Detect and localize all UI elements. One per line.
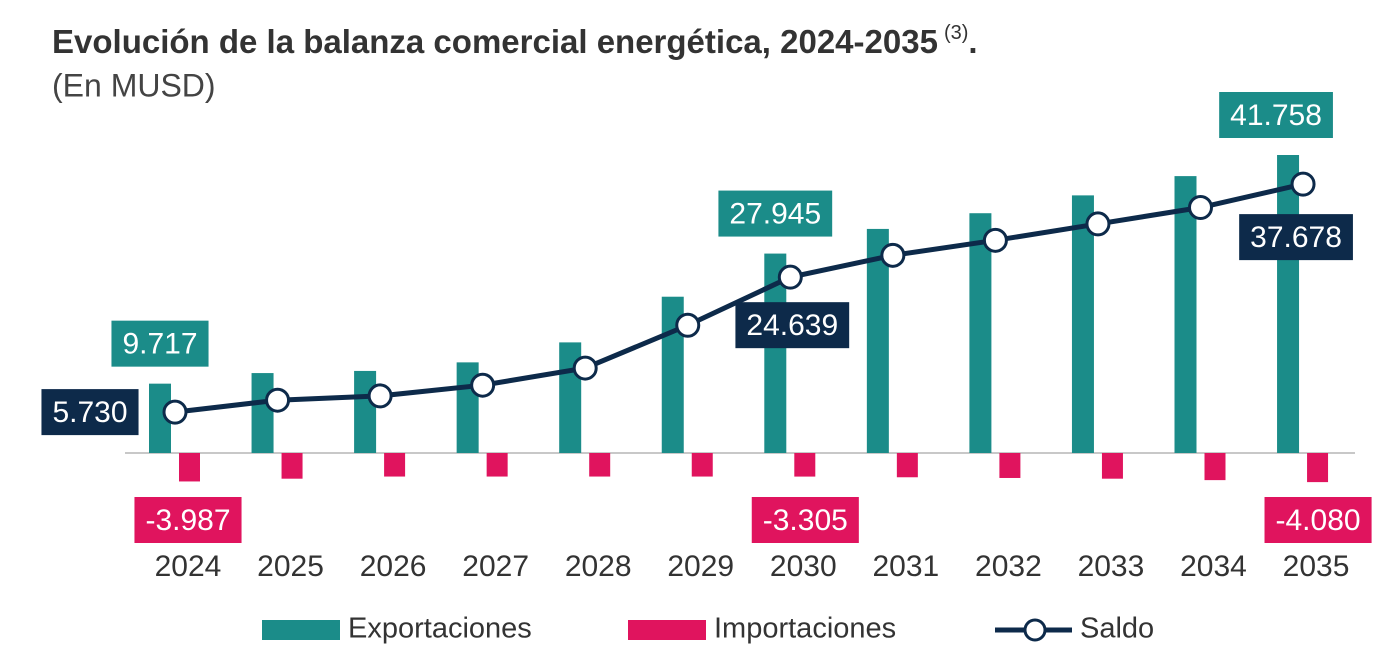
x-tick-label: 2035 xyxy=(1283,550,1350,583)
value-label: 27.945 xyxy=(718,190,833,237)
title-note: (3) xyxy=(944,22,968,44)
value-label: -3.305 xyxy=(751,497,859,543)
value-label-box xyxy=(1264,497,1372,543)
import-bar xyxy=(896,453,918,478)
chart-subtitle: (En MUSD) xyxy=(52,67,216,103)
value-label: -4.080 xyxy=(1264,497,1372,543)
value-label: 37.678 xyxy=(1239,214,1353,261)
import-bar xyxy=(794,453,816,477)
value-label-text: 37.678 xyxy=(1250,221,1342,254)
value-label-box xyxy=(718,190,833,237)
x-tick-label: 2028 xyxy=(565,550,632,583)
x-tick-label: 2026 xyxy=(360,550,427,583)
legend-label: Exportaciones xyxy=(348,613,532,645)
import-bar xyxy=(691,453,713,477)
value-label-box xyxy=(134,497,242,543)
export-bar xyxy=(1277,155,1300,453)
x-tick-label: 2025 xyxy=(257,550,324,583)
import-bar xyxy=(1204,453,1226,481)
saldo-point xyxy=(777,264,803,290)
x-tick-label: 2031 xyxy=(872,550,939,583)
value-label-text: 24.639 xyxy=(746,309,838,342)
import-bar xyxy=(999,453,1021,478)
value-label-text: 5.730 xyxy=(52,396,127,429)
chart-title: Evolución de la balanza comercial energé… xyxy=(52,22,978,59)
legend-swatch xyxy=(1023,618,1047,642)
saldo-point xyxy=(982,227,1008,253)
saldo-point xyxy=(675,312,701,338)
export-bar xyxy=(969,213,992,453)
value-label-box xyxy=(735,302,850,349)
value-label-text: -4.080 xyxy=(1276,504,1361,537)
import-bar xyxy=(1307,453,1329,483)
title-end: . xyxy=(968,23,977,60)
legend-swatch xyxy=(262,620,340,640)
value-label: 9.717 xyxy=(111,320,209,367)
import-bar xyxy=(384,453,406,477)
saldo-point xyxy=(162,399,188,425)
x-tick-label: 2034 xyxy=(1180,550,1247,583)
export-bar xyxy=(354,370,377,453)
value-label: 41.758 xyxy=(1219,92,1333,138)
export-bar xyxy=(1174,176,1197,453)
legend-label: Importaciones xyxy=(714,613,896,645)
saldo-point xyxy=(880,242,906,268)
value-label-text: 9.717 xyxy=(122,328,197,361)
saldo-point xyxy=(572,355,598,381)
saldo-point xyxy=(470,372,496,398)
export-bar xyxy=(149,383,171,453)
saldo-line xyxy=(174,181,1304,415)
value-label-box xyxy=(751,497,859,543)
legend-label: Saldo xyxy=(1080,613,1154,645)
import-bar xyxy=(589,453,611,477)
value-label-text: -3.305 xyxy=(763,504,848,537)
legend-swatch xyxy=(628,620,706,640)
value-label: 5.730 xyxy=(41,389,139,436)
x-tick-label: 2029 xyxy=(667,550,734,583)
value-label-text: 27.945 xyxy=(729,197,821,230)
export-bar xyxy=(251,373,274,453)
saldo-point xyxy=(1290,171,1316,197)
x-tick-label: 2032 xyxy=(975,550,1042,583)
value-label: 24.639 xyxy=(735,302,850,349)
export-bar xyxy=(1071,195,1094,453)
saldo-point xyxy=(1188,195,1213,221)
value-label-box xyxy=(41,389,139,436)
saldo-point xyxy=(265,387,291,413)
value-label-box xyxy=(1239,214,1353,261)
value-label-text: -3.987 xyxy=(145,504,230,537)
saldo-point xyxy=(367,383,393,409)
import-bar xyxy=(281,453,303,479)
export-bar xyxy=(866,228,889,453)
x-tick-label: 2024 xyxy=(155,550,222,583)
title-text: Evolución de la balanza comercial energé… xyxy=(52,23,938,60)
x-tick-label: 2033 xyxy=(1078,550,1145,583)
value-label-text: 41.758 xyxy=(1230,99,1322,132)
saldo-point xyxy=(1085,211,1111,237)
value-label: -3.987 xyxy=(134,497,242,543)
x-tick-label: 2030 xyxy=(770,550,837,583)
import-bar xyxy=(486,453,508,477)
import-bar xyxy=(1101,453,1123,479)
value-label-box xyxy=(111,320,209,367)
x-tick-label: 2027 xyxy=(462,550,529,583)
import-bar xyxy=(179,453,200,482)
value-label-box xyxy=(1219,92,1333,138)
